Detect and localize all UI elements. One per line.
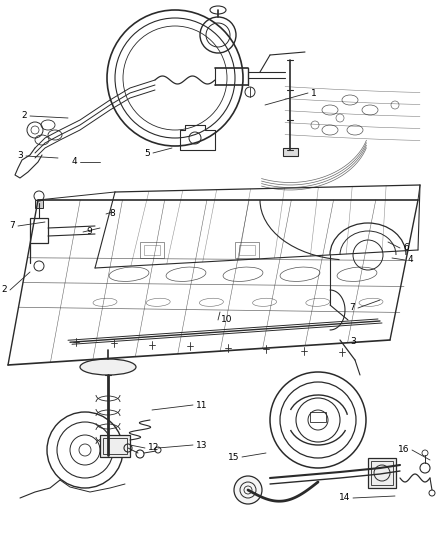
Text: 3: 3: [350, 337, 356, 346]
Text: 15: 15: [227, 453, 239, 462]
Text: 6: 6: [403, 244, 409, 253]
Bar: [100, 435, 130, 457]
Text: 7: 7: [349, 303, 355, 312]
Ellipse shape: [80, 359, 136, 375]
Bar: [368, 458, 396, 488]
Bar: [30, 218, 48, 243]
Text: 4: 4: [71, 157, 77, 166]
Bar: [35, 200, 43, 208]
Bar: [103, 438, 127, 454]
Text: 14: 14: [339, 494, 350, 503]
Text: 16: 16: [398, 446, 409, 455]
Circle shape: [234, 476, 262, 504]
Text: 7: 7: [9, 222, 15, 230]
Text: 11: 11: [196, 400, 208, 409]
Text: 3: 3: [17, 151, 23, 160]
Bar: [239, 245, 255, 254]
Bar: [310, 412, 326, 422]
Text: 10: 10: [221, 316, 233, 325]
Bar: [283, 148, 298, 156]
Text: 2: 2: [21, 111, 27, 120]
Text: 5: 5: [144, 149, 150, 157]
Text: 1: 1: [311, 88, 317, 98]
Bar: [140, 241, 164, 257]
Text: 12: 12: [148, 443, 159, 453]
Text: 9: 9: [86, 228, 92, 237]
Text: 4: 4: [408, 255, 413, 264]
Text: 2: 2: [1, 286, 7, 295]
Bar: [235, 241, 259, 257]
Bar: [144, 245, 160, 254]
Text: 8: 8: [109, 209, 115, 219]
Text: 13: 13: [196, 440, 208, 449]
Bar: [371, 461, 393, 485]
